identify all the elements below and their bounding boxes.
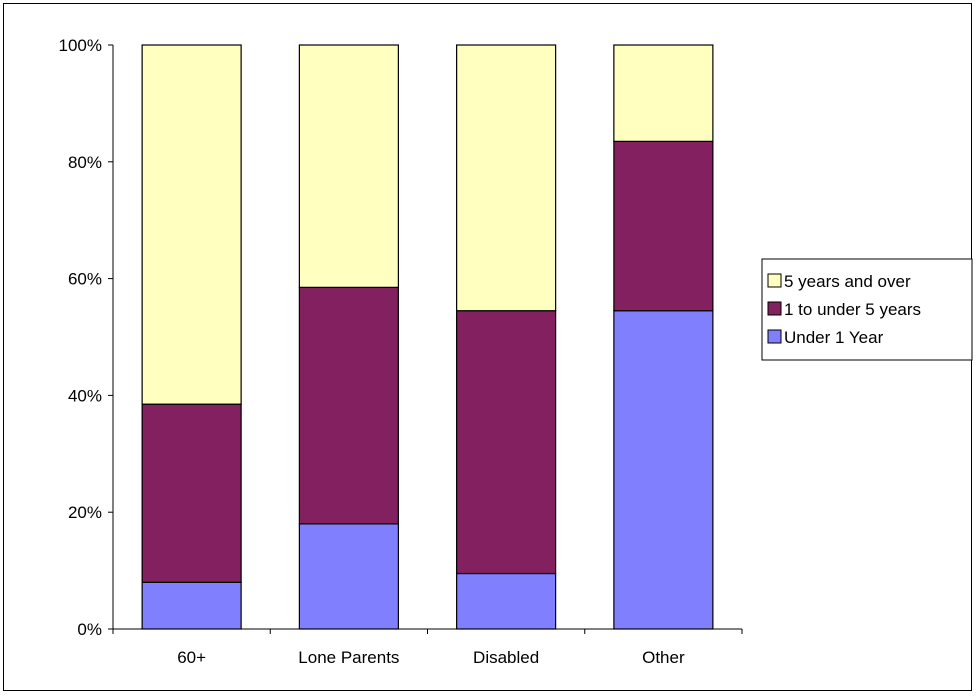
bar-segment-1-to-under-5-years-disabled (456, 310, 557, 575)
legend-label: Under 1 Year (784, 328, 884, 347)
y-tick-label: 20% (68, 503, 102, 522)
y-tick-label: 40% (68, 386, 102, 405)
legend-swatch (767, 273, 782, 288)
bar-segment-5-years-and-over-disabled (456, 44, 557, 312)
bar-segment-1-to-under-5-years-other (613, 140, 714, 312)
y-tick-label: 100% (59, 36, 102, 55)
bar-segment-under-1-year-disabled (456, 572, 557, 630)
bar-segment-5-years-and-over-60- (141, 44, 242, 405)
legend-label: 5 years and over (784, 272, 911, 291)
bars-group (141, 44, 714, 630)
y-tick-labels: 0% 20% 40% 60% 80% 100% (59, 36, 102, 639)
y-tick-label: 60% (68, 270, 102, 289)
bar-segment-under-1-year-other (613, 310, 714, 630)
chart-frame: 0% 20% 40% 60% 80% 100% 60+ Lone Parents Disabl… (3, 3, 973, 691)
bar-segment-5-years-and-over-lone-parents (298, 44, 399, 288)
bar-segment-1-to-under-5-years-lone-parents (298, 286, 399, 525)
legend-swatch (767, 301, 782, 316)
y-tick-label: 80% (68, 153, 102, 172)
bar-segment-5-years-and-over-other (613, 44, 714, 142)
legend-swatch (767, 329, 782, 344)
category-label: 60+ (177, 648, 206, 667)
legend-box (761, 258, 973, 361)
bar-segment-under-1-year-lone-parents (298, 523, 399, 630)
stacked-bar-chart: 0% 20% 40% 60% 80% 100% 60+ Lone Parents Disabl… (59, 36, 973, 667)
category-label: Disabled (473, 648, 539, 667)
bar-segment-under-1-year-60- (141, 581, 242, 630)
category-labels: 60+ Lone Parents Disabled Other (177, 648, 685, 667)
legend-label: 1 to under 5 years (784, 300, 921, 319)
legend: 5 years and over 1 to under 5 years Under … (761, 258, 973, 361)
category-label: Lone Parents (298, 648, 399, 667)
bar-segment-1-to-under-5-years-60- (141, 403, 242, 583)
category-label: Other (642, 648, 685, 667)
y-tick-label: 0% (77, 620, 102, 639)
